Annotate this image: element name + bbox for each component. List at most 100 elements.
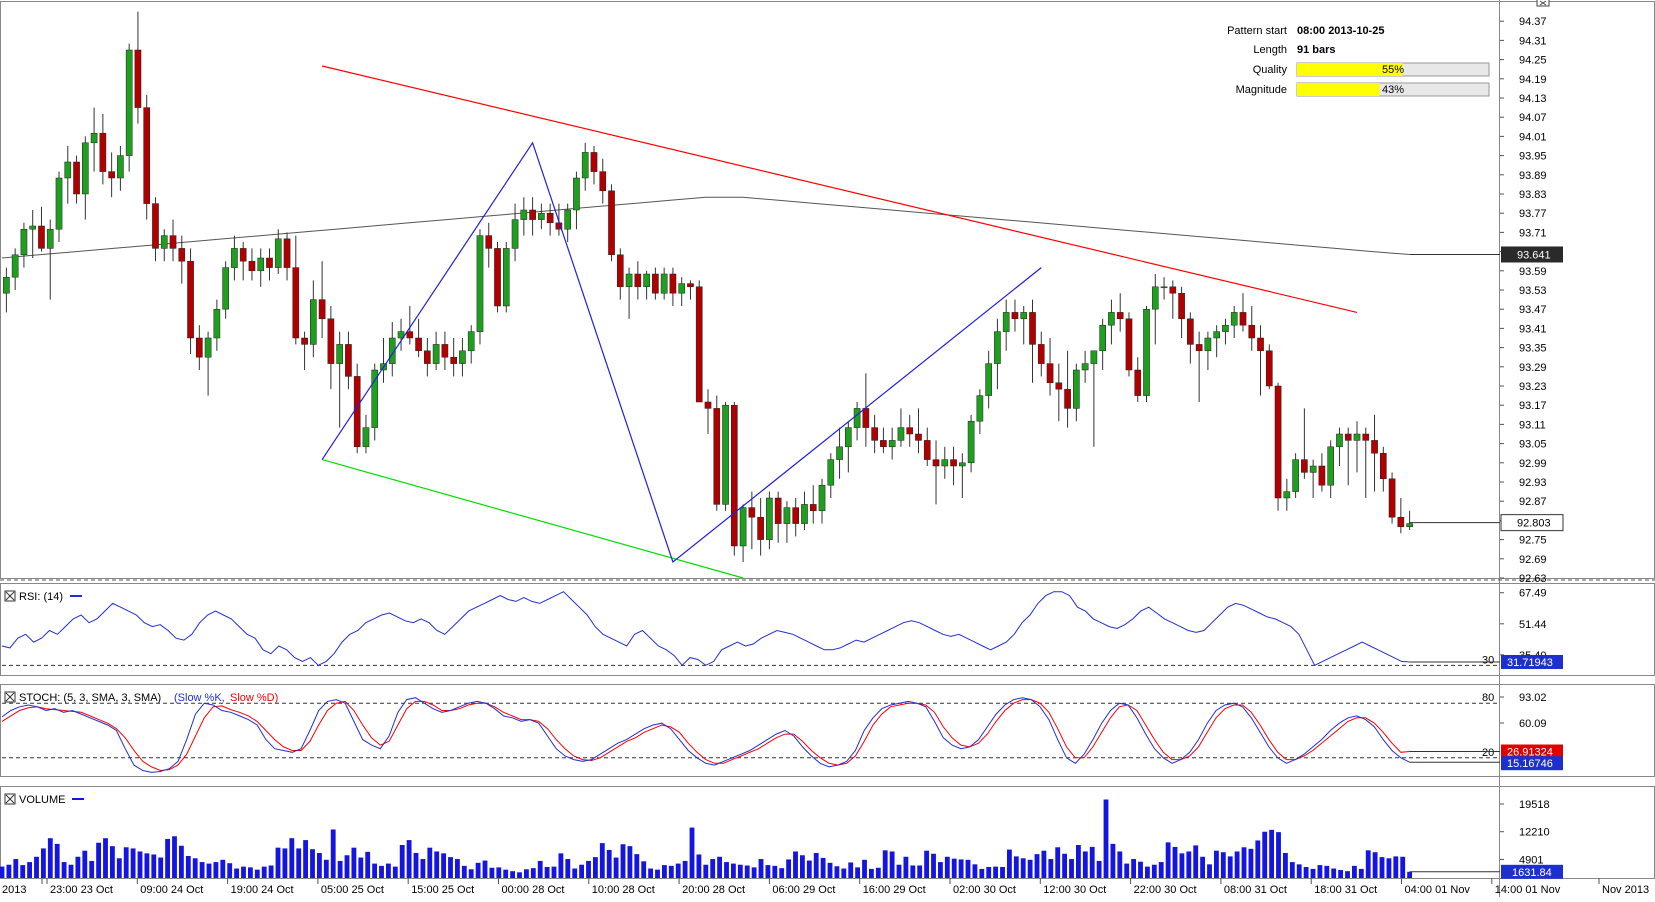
volume-bar: [275, 847, 281, 878]
candle: [345, 331, 352, 390]
price-tick-label: 92.87: [1519, 496, 1547, 508]
price-axis: 94.37 94.31 94.25 94.19 94.13 94.07 94.01 93.95…: [1409, 16, 1564, 585]
volume-bar: [599, 843, 605, 878]
candle: [1160, 277, 1168, 300]
candle-body: [845, 427, 852, 448]
stoch-d-last-box: [1501, 744, 1563, 759]
time-tick-label: 00:00 28 Oct: [502, 884, 565, 896]
candle: [99, 114, 107, 185]
candle-body: [827, 459, 835, 486]
candle: [608, 184, 615, 262]
candle: [336, 331, 343, 428]
candle-body: [353, 376, 361, 448]
candle-body: [1248, 324, 1256, 339]
candle: [915, 408, 922, 454]
candle: [906, 414, 914, 447]
volume-collapse-icon[interactable]: [4, 793, 16, 805]
candle-body: [888, 440, 896, 448]
candle-body: [1397, 516, 1405, 528]
candle: [222, 261, 229, 319]
candle-body: [1257, 337, 1264, 352]
rsi-collapse-icon[interactable]: [4, 590, 16, 602]
candle-body: [687, 283, 694, 288]
volume-bar: [586, 860, 591, 878]
volume-bar: [1179, 853, 1185, 878]
volume-bar: [254, 869, 260, 878]
ma-value-box: [1501, 246, 1563, 263]
candle: [196, 325, 203, 370]
volume-bar: [1269, 829, 1275, 878]
volume-bar: [696, 854, 702, 878]
stoch-collapse-icon[interactable]: [4, 691, 16, 703]
candle: [1116, 293, 1124, 332]
volume-bar: [834, 866, 840, 878]
candle-body: [678, 283, 686, 294]
candle: [310, 280, 317, 358]
candle-body: [90, 132, 98, 144]
candle: [1222, 318, 1229, 345]
candle: [1406, 510, 1413, 530]
volume-last-label: 1631.84: [1512, 867, 1552, 879]
time-tick-label: 12:00 30 Oct: [1043, 884, 1106, 896]
candle-body: [283, 238, 291, 268]
volume-bar: [772, 865, 778, 878]
candle-body: [897, 427, 905, 441]
candle-body: [1336, 433, 1343, 448]
candle: [1108, 299, 1115, 345]
candle-body: [1239, 312, 1247, 326]
volume-bar: [889, 851, 895, 878]
candle: [1143, 306, 1150, 402]
volume-bar: [751, 867, 757, 878]
quality-value: 55%: [1382, 64, 1404, 76]
candle-body: [406, 331, 414, 339]
volume-bar: [862, 859, 867, 878]
pattern-zigzag: [321, 141, 1042, 564]
candle: [660, 267, 668, 300]
price-tick-label: 93.17: [1519, 400, 1547, 412]
candle-body: [950, 459, 957, 467]
candle: [652, 267, 659, 300]
candle: [55, 171, 63, 242]
close-icon[interactable]: [1536, 0, 1550, 7]
price-tick-label: 93.83: [1519, 189, 1547, 201]
candle-body: [196, 337, 203, 358]
candle: [152, 197, 159, 262]
candle: [204, 331, 212, 396]
pattern-start-value: 08:00 2013-10-25: [1297, 25, 1384, 37]
candle: [274, 229, 282, 274]
price-tick-label: 93.05: [1519, 439, 1547, 451]
candle-body: [55, 177, 63, 230]
ma-line: [1, 196, 1410, 259]
volume-bar: [241, 866, 246, 878]
volume-bar: [710, 859, 716, 878]
price-tick-label: 93.41: [1519, 323, 1547, 335]
volume-bar: [917, 865, 923, 878]
volume-label: VOLUME: [19, 794, 65, 806]
volume-bar: [227, 863, 233, 878]
candle-body: [143, 107, 151, 204]
candle-body: [213, 308, 221, 339]
candle-body: [81, 142, 89, 195]
candle: [1344, 427, 1352, 486]
candle: [134, 11, 142, 124]
volume-bar: [827, 862, 833, 878]
candle: [959, 453, 966, 498]
volume-bar: [1345, 871, 1350, 878]
candle: [1037, 331, 1045, 377]
candle-body: [783, 507, 791, 524]
candle: [459, 338, 466, 377]
volume-bar: [372, 863, 378, 878]
candle-body: [1081, 363, 1089, 371]
candle: [1187, 312, 1194, 364]
volume-bar: [799, 855, 805, 878]
candle-body: [932, 459, 940, 467]
candle-body: [546, 212, 554, 224]
volume-bar: [813, 852, 819, 878]
volume-bar: [841, 868, 847, 878]
candle: [257, 248, 265, 287]
candle: [897, 408, 905, 447]
candle: [1081, 350, 1089, 383]
candle: [1353, 421, 1361, 473]
volume-bar: [1310, 868, 1316, 878]
